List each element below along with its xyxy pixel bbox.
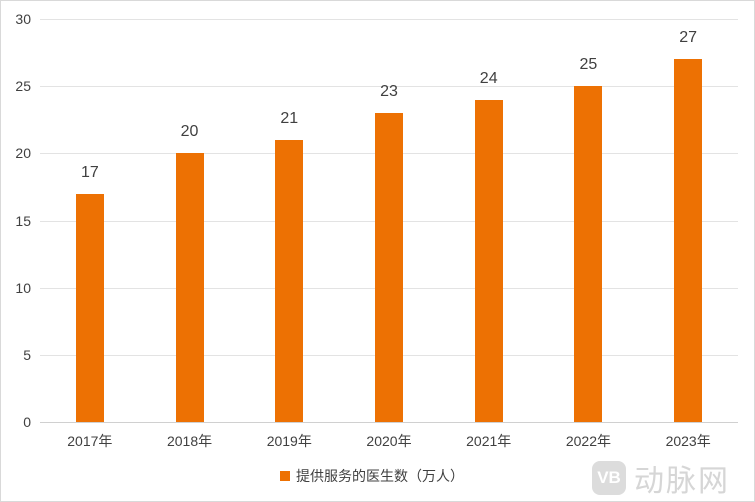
vb-logo-icon: VB xyxy=(592,461,626,495)
y-tick-label: 30 xyxy=(15,11,31,27)
gridline xyxy=(40,19,738,20)
data-label: 23 xyxy=(380,83,398,101)
x-tick-label: 2021年 xyxy=(466,433,512,449)
bar[interactable] xyxy=(574,86,603,422)
bar[interactable] xyxy=(75,193,104,422)
legend-swatch-icon xyxy=(280,471,290,481)
data-label: 20 xyxy=(180,123,199,141)
y-tick-label: 20 xyxy=(15,145,31,162)
watermark: VB 动脉网 xyxy=(592,456,730,500)
bar[interactable] xyxy=(375,113,403,422)
legend[interactable]: 提供服务的医生数（万人） xyxy=(280,466,464,486)
x-tick-label: 2018年 xyxy=(166,433,213,449)
x-tick-label: 2017年 xyxy=(67,433,113,449)
data-label: 21 xyxy=(280,109,299,127)
bar[interactable] xyxy=(275,139,304,422)
data-label: 25 xyxy=(579,56,598,74)
gridline xyxy=(40,422,738,423)
x-tick-label: 2019年 xyxy=(266,433,312,449)
data-label: 27 xyxy=(679,29,698,47)
x-tick-label: 2022年 xyxy=(565,433,611,449)
plot-area: 17 20 21 23 24 25 27 xyxy=(40,19,738,423)
y-tick-label: 25 xyxy=(15,78,31,95)
bar[interactable] xyxy=(474,99,503,422)
data-label: 24 xyxy=(479,69,498,87)
x-tick-label: 2020年 xyxy=(366,433,412,449)
watermark-text: 动脉网 xyxy=(634,465,730,498)
gridline xyxy=(40,86,738,88)
bar[interactable] xyxy=(175,153,204,422)
data-label: 17 xyxy=(80,163,99,181)
legend-label: 提供服务的医生数（万人） xyxy=(296,468,464,484)
y-tick-label: 15 xyxy=(15,212,31,229)
y-tick-label: 5 xyxy=(23,346,31,363)
y-tick-label: 0 xyxy=(23,414,31,430)
bar[interactable] xyxy=(674,59,703,422)
y-tick-label: 10 xyxy=(15,279,31,296)
x-tick-label: 2023年 xyxy=(665,433,711,449)
